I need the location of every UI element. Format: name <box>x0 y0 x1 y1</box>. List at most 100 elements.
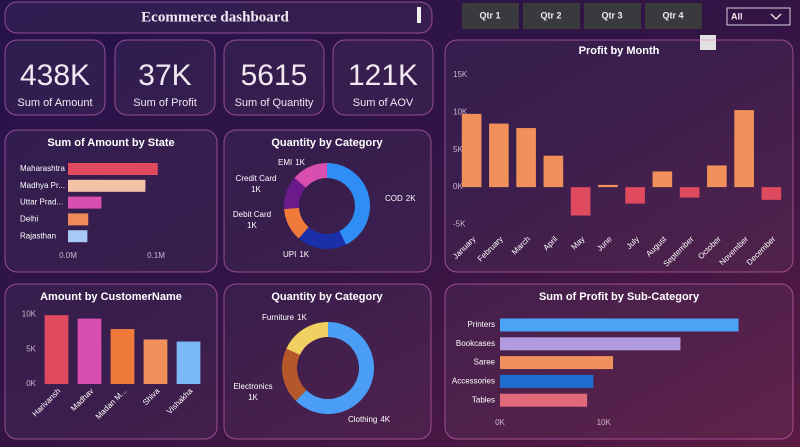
bar <box>461 113 482 188</box>
donut-slice <box>284 177 306 209</box>
bar <box>500 393 588 407</box>
bar <box>68 230 88 243</box>
chart-panel <box>4 129 218 273</box>
slice-category: Electronics <box>233 382 272 391</box>
chart-title: Profit by Month <box>579 45 660 57</box>
chart-title: Quantity by Category <box>271 137 383 149</box>
qtr-button[interactable] <box>523 3 580 29</box>
category-label: Uttar Prad... <box>20 198 63 207</box>
dropdown[interactable] <box>726 7 791 26</box>
slice-label: EMI 1K <box>278 158 306 167</box>
card <box>223 39 325 116</box>
bar <box>516 128 536 188</box>
card-value: 121K <box>348 59 418 92</box>
bar <box>652 171 673 188</box>
bar <box>543 155 564 188</box>
bar <box>679 187 700 198</box>
slice-value: 1K <box>295 158 305 167</box>
y-tick-label: 0K <box>26 379 36 388</box>
slice-label: UPI 1K <box>283 250 310 259</box>
category-label: Saree <box>474 358 496 367</box>
chart-title: Sum of Profit by Sub-Category <box>539 291 700 303</box>
bar <box>68 213 89 226</box>
x-tick-label: 10K <box>597 418 612 427</box>
donut-slice <box>286 322 328 355</box>
slice-category: EMI <box>278 158 292 167</box>
x-tick-label: 0.1M <box>147 251 165 260</box>
dropdown-value[interactable]: All <box>731 11 743 21</box>
card-label: Sum of Quantity <box>235 97 314 109</box>
bar <box>489 123 509 188</box>
y-tick-label: 15K <box>453 70 468 79</box>
donut-slice <box>294 163 327 188</box>
category-label: Printers <box>467 320 495 329</box>
bar <box>570 187 591 216</box>
slice-category: Clothing <box>348 415 377 424</box>
bar <box>68 179 146 192</box>
qtr-label[interactable]: Qtr 2 <box>540 10 561 20</box>
slice-label: Clothing 4K <box>348 415 391 424</box>
slice-value: 1K <box>248 393 258 402</box>
bar <box>598 184 618 188</box>
header-box <box>4 1 433 34</box>
category-label: Maharashtra <box>20 164 65 173</box>
bar <box>707 165 727 188</box>
card-label: Sum of AOV <box>353 97 414 109</box>
chart-panel <box>223 129 432 273</box>
qtr-label[interactable]: Qtr 1 <box>479 10 500 20</box>
y-tick-label: 5K <box>453 145 463 154</box>
donut-slice <box>282 348 307 401</box>
slice-category: COD <box>385 194 403 203</box>
donut-slice <box>327 163 370 245</box>
donut-slice <box>284 207 309 239</box>
chart-panel <box>444 283 794 440</box>
y-tick-label: 0K <box>453 182 463 191</box>
qtr-button[interactable] <box>462 3 519 29</box>
qtr-button[interactable] <box>584 3 641 29</box>
slice-value: 4K <box>380 415 390 424</box>
card-value: 438K <box>20 59 90 92</box>
category-label: Accessories <box>452 377 495 386</box>
bar <box>68 196 102 209</box>
card-label: Sum of Amount <box>17 97 92 109</box>
slice-category: Furniture <box>262 313 295 322</box>
slice-category: Credit Card <box>236 174 277 183</box>
donut-slice <box>298 227 346 249</box>
slice-category: Debit Card <box>233 210 271 219</box>
bar <box>68 163 158 175</box>
bar <box>143 339 168 384</box>
slice-value: 1K <box>247 221 257 230</box>
category-label: Rajasthan <box>20 231 56 240</box>
bar <box>500 337 681 351</box>
qtr-label[interactable]: Qtr 4 <box>662 10 683 20</box>
y-tick-label: 10K <box>22 310 37 319</box>
bar <box>110 329 135 384</box>
x-tick-label: 0.0M <box>59 251 77 260</box>
bar <box>500 356 614 370</box>
card <box>332 39 434 116</box>
slice-category: UPI <box>283 250 296 259</box>
card-value: 37K <box>138 59 191 92</box>
card-label: Sum of Profit <box>133 97 197 109</box>
category-label: Bookcases <box>456 339 495 348</box>
chart-title: Quantity by Category <box>271 291 383 303</box>
slice-value: 1K <box>251 185 261 194</box>
chart-title: Amount by CustomerName <box>40 291 182 303</box>
chart-panel <box>223 283 432 440</box>
qtr-label[interactable]: Qtr 3 <box>601 10 622 20</box>
handle <box>700 35 716 50</box>
bar <box>734 110 754 188</box>
qtr-button[interactable] <box>645 3 702 29</box>
category-label: Madhya Pr... <box>20 181 65 190</box>
chart-title: Sum of Amount by State <box>47 137 174 149</box>
y-tick-label: -5K <box>453 220 466 229</box>
card-value: 5615 <box>241 59 308 92</box>
slice-value: 2K <box>406 194 416 203</box>
scroll-marker <box>417 7 421 23</box>
y-tick-label: 5K <box>26 344 36 353</box>
slice-label: Furniture 1K <box>262 313 307 322</box>
dropdown-chevron <box>770 13 782 20</box>
slice-value: 1K <box>299 250 309 259</box>
quarter-buttons: Qtr 1 Qtr 2 Qtr 3 Qtr 4 <box>462 3 702 29</box>
